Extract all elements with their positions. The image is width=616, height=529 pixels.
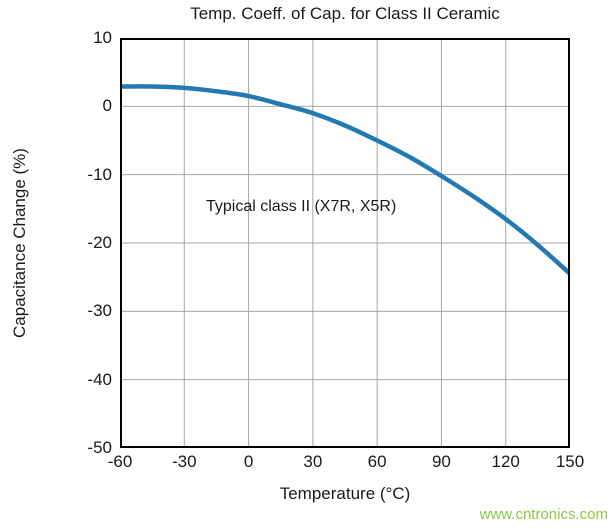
y-tick-label: 10: [93, 28, 112, 47]
y-tick-label: -30: [87, 301, 112, 321]
y-tick-label: -20: [87, 233, 112, 252]
x-tick-label: 150: [555, 452, 585, 471]
y-tick-label: -40: [87, 369, 112, 389]
y-axis-label: Capacitance Change (%): [10, 148, 29, 338]
chart-title: Temp. Coeff. of Cap. for Class II Cerami…: [190, 4, 500, 23]
y-tick-label: -50: [87, 438, 112, 457]
x-tick-label: -30: [171, 452, 197, 471]
plot-frame: [120, 38, 570, 448]
x-tick-label: 30: [303, 452, 323, 471]
x-tick-label: 60: [367, 452, 387, 471]
y-tick-label: 0: [102, 96, 112, 116]
x-tick-label: 120: [491, 452, 520, 471]
watermark: www.cntronics.com: [479, 506, 608, 523]
plot-area: [120, 38, 570, 448]
x-axis-label: Temperature (°C): [279, 484, 411, 503]
y-tick-label: -10: [87, 164, 112, 184]
series-annotation: Typical class II (X7R, X5R): [206, 198, 397, 215]
x-tick-label: 90: [431, 452, 451, 471]
x-tick-label: 0: [243, 452, 254, 471]
series-line: [120, 84, 570, 276]
x-tick-label: -60: [107, 452, 133, 471]
